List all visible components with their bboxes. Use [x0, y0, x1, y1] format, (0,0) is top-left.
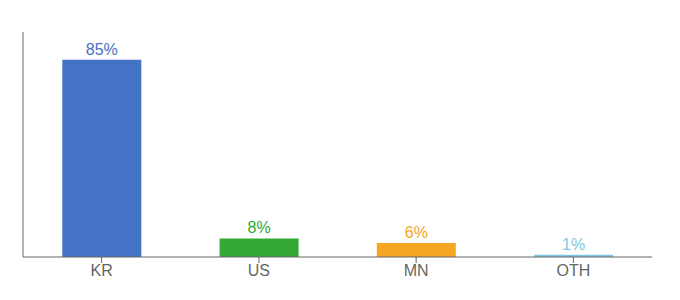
svg-text:KR: KR	[91, 262, 113, 279]
svg-text:1%: 1%	[562, 236, 585, 253]
svg-text:US: US	[248, 262, 270, 279]
svg-text:MN: MN	[404, 262, 429, 279]
svg-text:OTH: OTH	[556, 262, 590, 279]
svg-text:8%: 8%	[248, 219, 271, 236]
svg-text:85%: 85%	[86, 41, 118, 58]
svg-text:6%: 6%	[405, 224, 428, 241]
